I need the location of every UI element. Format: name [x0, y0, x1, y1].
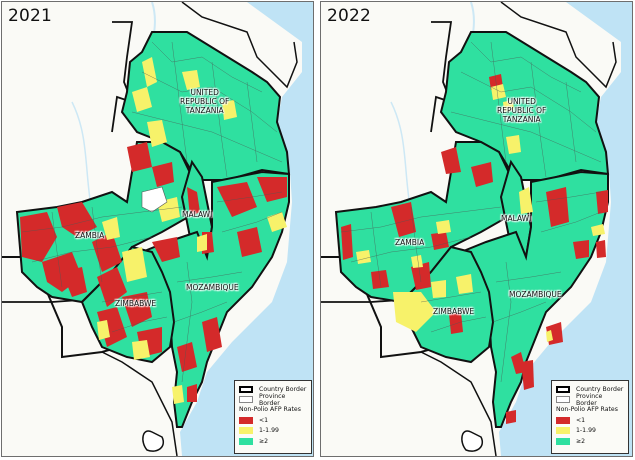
country-label-malawi: MALAWI — [182, 210, 213, 219]
legend-country-border: Country Border — [239, 384, 307, 395]
yellow-swatch — [556, 427, 570, 435]
map-legend: Country Border Province Border Non-Polio… — [551, 380, 629, 454]
districts-rate-1-to-1.99 — [356, 84, 605, 342]
province-border-swatch — [239, 396, 253, 404]
country-label-tanzania: UNITED REPUBLIC OF TANZANIA — [497, 97, 547, 124]
country-border-swatch — [556, 385, 570, 393]
legend-class-red: <1 — [239, 415, 307, 426]
legend-class-red: <1 — [556, 415, 624, 426]
indian-ocean — [180, 2, 313, 456]
choropleth-map-2021 — [2, 2, 313, 456]
year-title: 2022 — [327, 6, 372, 26]
green-swatch — [239, 437, 253, 445]
legend-title: Non-Polio AFP Rates — [239, 406, 301, 413]
country-border-swatch — [239, 385, 253, 393]
mozambique-region — [459, 170, 609, 428]
map-legend: Country Border Province Border Non-Polio… — [234, 380, 312, 454]
country-label-zimbabwe: ZIMBABWE — [115, 299, 157, 308]
country-label-zambia: ZAMBIA — [395, 238, 425, 247]
legend-class-yellow: 1-1.99 — [556, 426, 624, 437]
country-label-zimbabwe: ZIMBABWE — [433, 307, 475, 316]
year-title: 2021 — [8, 6, 53, 26]
country-label-mozambique: MOZAMBIQUE — [509, 290, 562, 299]
legend-class-green: ≥2 — [239, 436, 307, 447]
country-label-zambia: ZAMBIA — [75, 231, 105, 240]
legend-title: Non-Polio AFP Rates — [556, 406, 618, 413]
country-label-tanzania: UNITED REPUBLIC OF TANZANIA — [180, 88, 230, 115]
choropleth-map-2022 — [321, 2, 632, 456]
legend-class-yellow: 1-1.99 — [239, 426, 307, 437]
red-swatch — [239, 416, 253, 424]
red-swatch — [556, 416, 570, 424]
yellow-swatch — [239, 427, 253, 435]
district-no-data — [141, 186, 168, 213]
map-panel-2021: 2021 UNITED REPUBLIC OF TANZANIA ZAMBIA … — [1, 1, 314, 457]
province-border-swatch — [556, 396, 570, 404]
country-label-mozambique: MOZAMBIQUE — [186, 283, 239, 292]
legend-class-green: ≥2 — [556, 436, 624, 447]
green-swatch — [556, 437, 570, 445]
legend-province-border: Province Border — [239, 393, 307, 407]
indian-ocean — [499, 2, 632, 456]
country-label-malawi: MALAWI — [501, 214, 532, 223]
map-panel-2022: 2022 UNITED REPUBLIC OF TANZANIA ZAMBIA … — [320, 1, 633, 457]
legend-country-border: Country Border — [556, 384, 624, 395]
districts-rate-below-1 — [20, 142, 287, 402]
districts-rate-1-to-1.99 — [97, 57, 287, 404]
legend-province-border: Province Border — [556, 393, 624, 407]
